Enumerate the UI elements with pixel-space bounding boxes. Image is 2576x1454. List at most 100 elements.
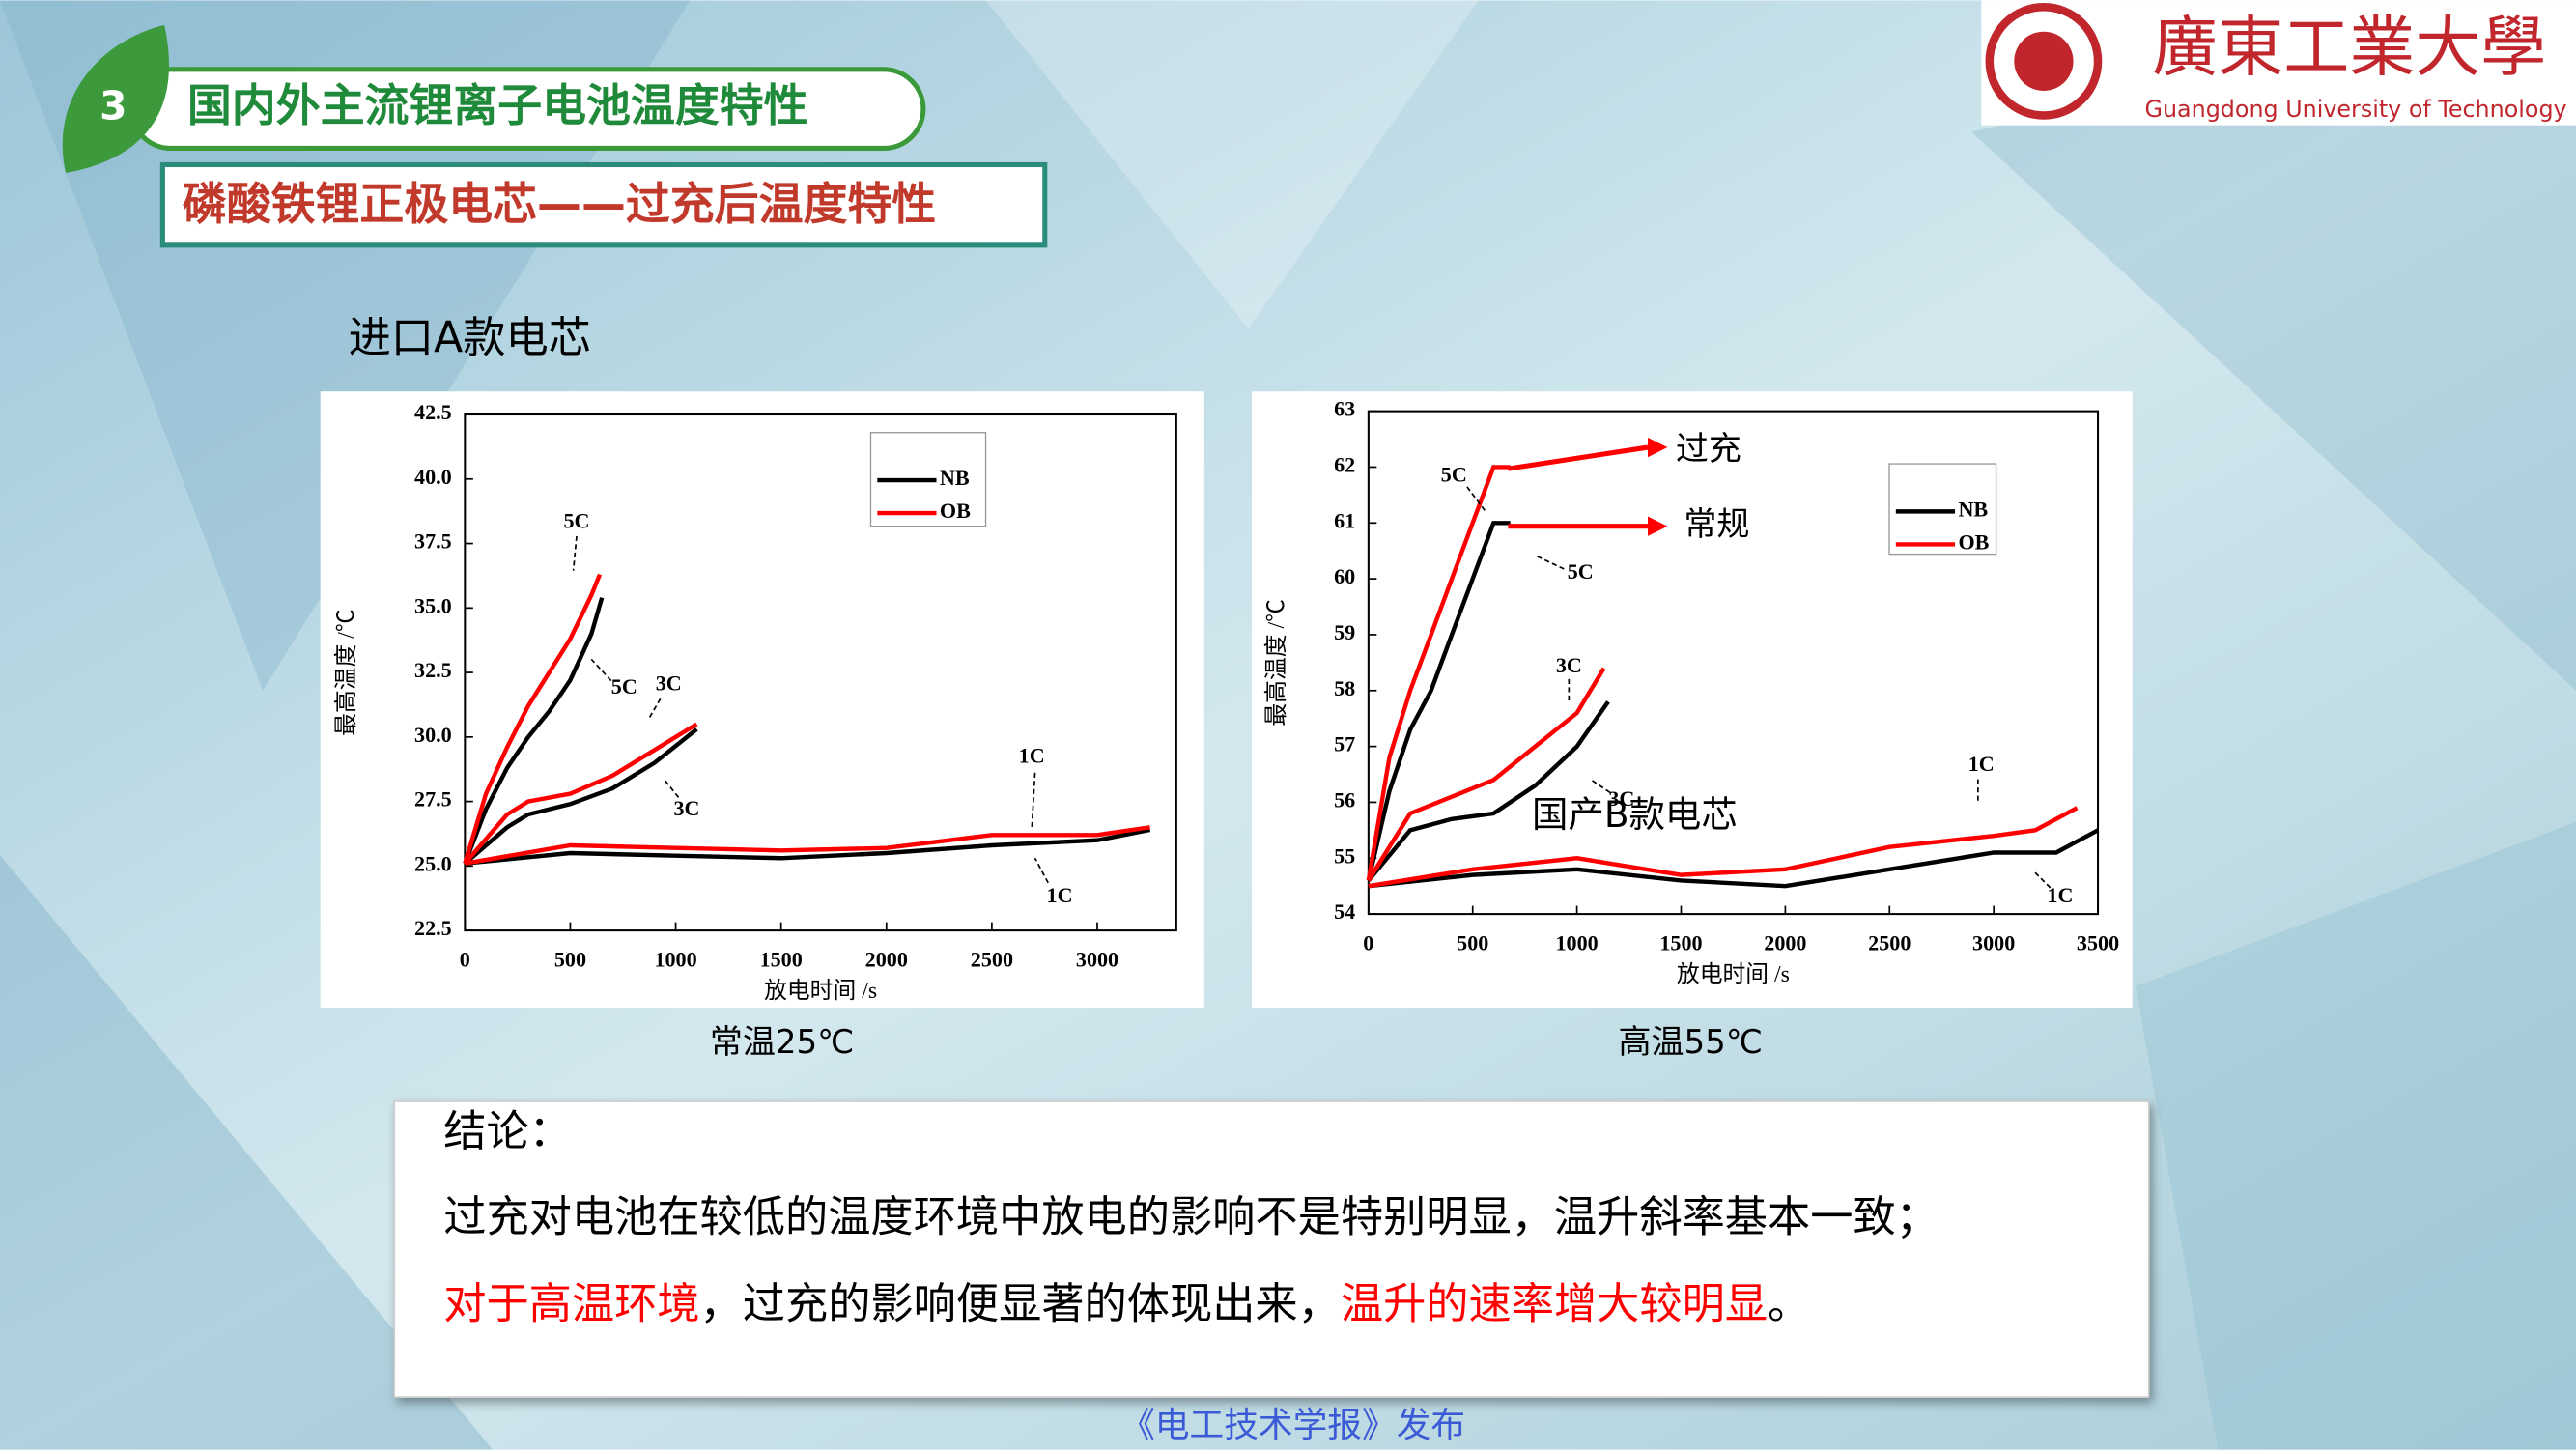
legend-label: OB (940, 499, 971, 523)
conclusion-box (393, 1100, 2150, 1399)
legend-box (869, 432, 987, 527)
annotation: 5C (563, 508, 589, 532)
annotation: 1C (1968, 752, 1995, 776)
data-line (1368, 806, 2079, 889)
annotation-arrow (648, 698, 662, 720)
annotation-arrow (1466, 486, 1487, 514)
header-title: 国内外主流锂离子电池温度特性 (187, 79, 808, 131)
plot-frame (1367, 410, 2100, 916)
leaf-icon (62, 24, 170, 173)
y-tick-label: 63 (1334, 397, 1355, 421)
bg-shape (985, 0, 1479, 329)
subtitle-box (159, 161, 1048, 248)
y-tick-label: 30.0 (414, 723, 452, 747)
overlay-label: 国产B款电芯 (1532, 793, 1738, 836)
y-tick-label: 54 (1334, 899, 1355, 924)
logo-emblem (1985, 2, 2103, 120)
annotation-arrow (590, 658, 612, 682)
section-label: 进口A款电芯 (349, 313, 591, 362)
legend-label: NB (1958, 497, 1988, 521)
data-line (1366, 667, 1606, 882)
x-tick-label: 2500 (1868, 930, 1911, 955)
y-tick-label: 60 (1334, 564, 1355, 588)
y-tick-label: 37.5 (414, 529, 452, 554)
annotation-arrow (1508, 444, 1649, 471)
y-tick-label: 32.5 (414, 658, 452, 682)
subtitle: 磷酸铁锂正极电芯——过充后温度特性 (183, 178, 936, 230)
annotation: 1C (1019, 744, 1045, 768)
x-tick-label: 3000 (1972, 930, 2015, 955)
text-run: ，过充的影响便显著的体现出来， (700, 1280, 1341, 1329)
annotation-arrow (572, 535, 578, 571)
annotation: 3C (673, 796, 699, 820)
annotation-arrow (665, 780, 680, 798)
bg-shape (0, 854, 494, 1450)
annotation: 过充 (1676, 430, 1741, 469)
x-tick-label: 2000 (865, 948, 908, 972)
x-tick-label: 3000 (1076, 948, 1118, 972)
x-tick-label: 1000 (654, 948, 696, 972)
y-tick-label: 27.5 (414, 787, 452, 812)
y-tick-label: 56 (1334, 788, 1355, 813)
x-tick-label: 2500 (971, 948, 1013, 972)
data-line (464, 825, 1150, 866)
logo-english: Guangdong University of Technology (2145, 96, 2567, 123)
data-line (1366, 521, 1511, 881)
chart-panel (1252, 391, 2133, 1009)
x-tick-label: 3500 (2077, 930, 2119, 955)
y-axis-label: 最高温度 /℃ (1263, 599, 1289, 727)
annotation-arrow (2033, 870, 2052, 889)
logo-emblem (2014, 31, 2074, 91)
y-tick-label: 22.5 (414, 916, 452, 940)
data-line (1366, 465, 1511, 881)
footer: 《电工技术学报》发布 (1120, 1406, 1465, 1445)
annotation-arrow (1033, 857, 1049, 884)
annotation: 常规 (1684, 505, 1749, 544)
data-line (1368, 828, 2100, 889)
y-tick-label: 62 (1334, 453, 1355, 477)
y-tick-label: 42.5 (414, 400, 452, 424)
text-run: 。 (1768, 1280, 1810, 1329)
annotation: 3C (1608, 786, 1634, 811)
y-tick-label: 55 (1334, 843, 1355, 868)
y-tick-label: 35.0 (414, 593, 452, 617)
x-tick-label: 500 (1457, 930, 1488, 955)
y-tick-label: 40.0 (414, 465, 452, 489)
data-line (465, 827, 1151, 866)
chart-panel (320, 391, 1204, 1009)
chart-caption: 高温55℃ (1618, 1023, 1762, 1062)
annotation-arrow (1589, 778, 1611, 793)
x-axis-label: 放电时间 /s (1677, 961, 1790, 987)
annotation: 3C (656, 671, 682, 696)
y-axis-label: 最高温度 /℃ (333, 609, 359, 736)
annotation-arrowhead (1647, 437, 1668, 458)
annotation: 5C (1441, 463, 1467, 487)
annotation: 5C (1568, 559, 1594, 584)
conclusion-title: 结论： (443, 1107, 572, 1156)
annotation: 1C (1047, 883, 1073, 907)
y-tick-label: 58 (1334, 676, 1355, 700)
conclusion-text: 对于高温环境，过充的影响便显著的体现出来，温升的速率增大较明显。 (443, 1280, 1810, 1329)
y-tick-label: 61 (1334, 508, 1355, 532)
legend-box (1888, 463, 1997, 556)
x-tick-label: 1500 (1659, 930, 1702, 955)
data-line (1367, 700, 1610, 882)
x-tick-label: 1500 (760, 948, 803, 972)
x-tick-label: 0 (460, 948, 470, 972)
chart-caption: 常温25℃ (710, 1023, 854, 1062)
x-tick-label: 0 (1363, 930, 1373, 955)
x-axis-label: 放电时间 /s (764, 978, 877, 1004)
annotation-arrowhead (1647, 516, 1668, 536)
text-run: 对于高温环境 (443, 1280, 699, 1329)
data-line (463, 597, 605, 865)
annotation: 3C (1556, 653, 1582, 677)
x-tick-label: 1000 (1556, 930, 1599, 955)
x-tick-label: 500 (554, 948, 586, 972)
data-line (463, 573, 603, 865)
annotation: 5C (611, 674, 637, 698)
legend-label: NB (940, 466, 970, 490)
y-tick-label: 25.0 (414, 851, 452, 875)
data-line (463, 722, 698, 866)
